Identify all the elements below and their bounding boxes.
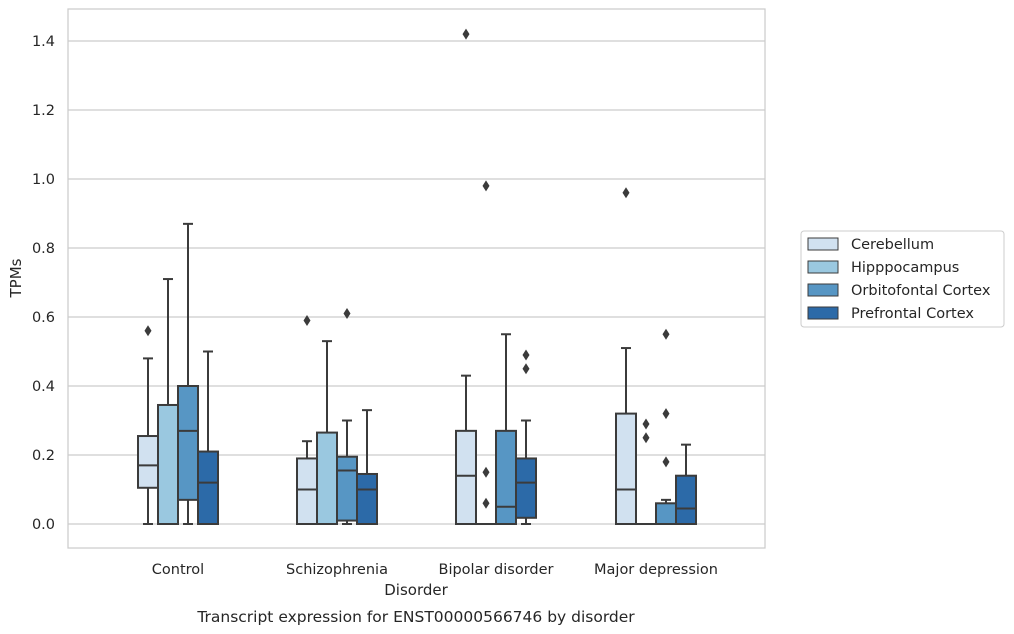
box-body [495, 429, 517, 526]
plot-frame [67, 8, 766, 549]
box-orbitofontal-cortex [177, 222, 199, 525]
box-cerebellum [615, 187, 637, 526]
box-prefrontal-cortex [197, 350, 219, 525]
boxes-layer [137, 28, 697, 526]
legend-frame [800, 230, 1005, 328]
y-tick-label: 1.2 [32, 103, 55, 119]
box-orbitofontal-cortex [655, 328, 677, 525]
x-tick-labels: Control Schizophrenia Bipolar disorder Majo… [152, 562, 718, 578]
legend-label: Hipppocampus [851, 260, 959, 276]
y-tick-label: 0.6 [32, 310, 55, 326]
box-prefrontal-cortex [675, 443, 697, 526]
chart-title: Transcript expression for ENST0000056674… [196, 608, 635, 626]
outlier-point [303, 314, 311, 326]
x-axis-label: Disorder [384, 581, 448, 599]
box-body [336, 455, 358, 522]
box-body [675, 474, 697, 526]
outlier-point [662, 408, 670, 420]
y-tick-label: 0.0 [32, 517, 55, 533]
y-tick-label: 0.8 [32, 241, 55, 257]
box-cerebellum [137, 325, 159, 525]
x-tick-label: Control [152, 562, 204, 578]
legend-label: Cerebellum [851, 237, 934, 253]
y-tick-label: 1.0 [32, 172, 55, 188]
outlier-point [482, 497, 490, 509]
legend-swatch [807, 260, 839, 274]
box-body [157, 403, 179, 526]
box-body [137, 435, 159, 489]
box-orbitofontal-cortex [495, 333, 517, 526]
box-hipppocampus [316, 340, 338, 526]
legend-swatch [807, 306, 839, 320]
outlier-point [642, 418, 650, 430]
box-orbitofontal-cortex [336, 308, 358, 525]
legend-swatch [807, 283, 839, 297]
box-body [455, 429, 477, 526]
outlier-point [522, 363, 530, 375]
box-hipppocampus [475, 180, 497, 526]
outlier-point [343, 308, 351, 320]
y-tick-label: 1.4 [32, 34, 55, 50]
y-tick-label: 0.4 [32, 379, 55, 395]
outlier-point [144, 325, 152, 337]
outlier-point [462, 28, 470, 40]
box-hipppocampus [635, 418, 657, 526]
outlier-point [642, 432, 650, 444]
legend-item: Cerebellum [807, 237, 934, 253]
box-body [197, 450, 219, 525]
legend-label: Orbitofontal Cortex [851, 283, 991, 299]
outlier-point [482, 466, 490, 478]
outlier-point [662, 456, 670, 468]
outlier-point [622, 187, 630, 199]
box-cerebellum [455, 28, 477, 526]
box-prefrontal-cortex [515, 349, 537, 525]
legend-item: Orbitofontal Cortex [807, 283, 991, 299]
outlier-point [482, 180, 490, 192]
y-tick-labels: 0.0 0.2 0.4 0.6 0.8 1.0 1.2 1.4 [32, 34, 55, 533]
y-axis-label: TPMs [7, 258, 25, 298]
outlier-point [522, 349, 530, 361]
legend: Cerebellum Hipppocampus Orbitofontal Corte… [800, 230, 1005, 328]
legend-item: Hipppocampus [807, 260, 959, 276]
box-body [356, 472, 378, 526]
box-body [177, 385, 199, 501]
x-tick-label: Major depression [594, 562, 718, 578]
legend-label: Prefrontal Cortex [851, 306, 974, 322]
box-body [655, 502, 677, 525]
outlier-point [662, 328, 670, 340]
legend-swatch [807, 237, 839, 251]
box-hipppocampus [157, 278, 179, 526]
legend-item: Prefrontal Cortex [807, 306, 974, 322]
box-prefrontal-cortex [356, 409, 378, 526]
x-tick-label: Bipolar disorder [439, 562, 554, 578]
y-tick-label: 0.2 [32, 448, 55, 464]
box-body [515, 457, 537, 519]
box-body [615, 412, 637, 526]
box-cerebellum [296, 314, 318, 526]
box-body [316, 431, 338, 526]
x-tick-label: Schizophrenia [286, 562, 388, 578]
box-body [296, 457, 318, 526]
